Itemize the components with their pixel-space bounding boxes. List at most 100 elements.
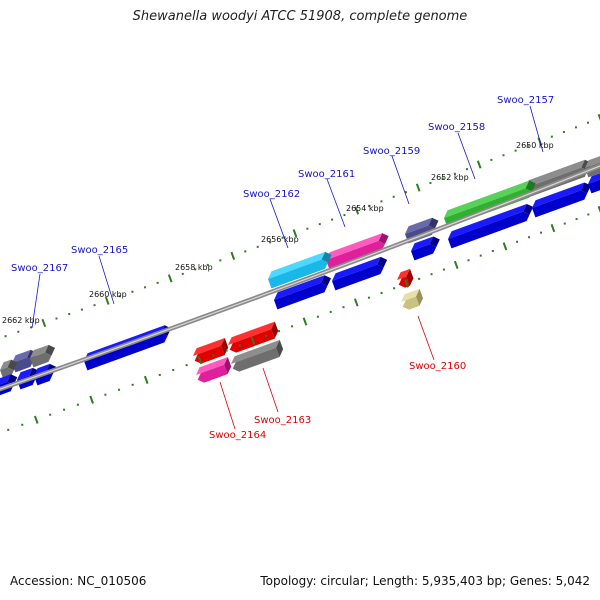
kbp-label: 2652 kbp [431, 173, 469, 182]
gene-arrow [30, 344, 56, 368]
inner-scale-dot [238, 344, 241, 347]
outer-scale-tick [354, 206, 360, 215]
inner-scale-tick [250, 336, 256, 345]
inner-scale-dot [528, 236, 531, 239]
gene-label-swoo-2164: Swoo_2164 [209, 430, 266, 441]
outer-scale-dot [586, 121, 589, 124]
gene-label-swoo-2167: Swoo_2167 [11, 263, 68, 274]
kbp-label: 2650 kbp [516, 141, 554, 150]
outer-scale-dot [550, 135, 553, 138]
outer-scale-dot [429, 181, 432, 184]
outer-scale-dot [30, 326, 33, 329]
inner-scale-dot [329, 310, 332, 313]
gene-labels: Swoo_2157 Swoo_2158 Swoo_2159 Swoo_2161 … [11, 95, 554, 441]
inner-scale-tick [197, 356, 203, 365]
inner-scale-tick [89, 395, 94, 404]
outer-scale-dot [490, 158, 493, 161]
gene-label-swoo-2158: Swoo_2158 [428, 122, 485, 133]
inner-scale-dot [7, 428, 10, 431]
inner-scale-dot [575, 218, 578, 221]
outer-scale-tick [292, 229, 298, 238]
outer-scale-dot [156, 281, 159, 284]
outer-scale-dot [118, 295, 121, 298]
outer-scale-dot [526, 144, 529, 147]
inner-scale-dot [479, 254, 482, 257]
outer-scale-dot [194, 268, 197, 271]
inner-scale-dot [21, 423, 24, 426]
outer-scale-dot [281, 236, 284, 239]
outer-scale-tick [104, 296, 110, 305]
outer-scale-dot [466, 168, 469, 171]
outer-scale-dot [68, 313, 71, 316]
inner-scale-dot [278, 330, 281, 333]
inner-scale-dot [131, 383, 134, 386]
inner-scale-dot [104, 393, 107, 396]
outer-scale-tick [230, 251, 236, 260]
outer-scale-dot [181, 272, 184, 275]
inner-scale-dot [212, 354, 215, 357]
inner-scale-dot [225, 349, 228, 352]
gene-label-swoo-2161: Swoo_2161 [298, 169, 355, 180]
inner-scale-tick [302, 317, 308, 326]
kbp-label: 2662 kbp [2, 316, 40, 325]
inner-scale-dot [380, 291, 383, 294]
outer-scale-dot [244, 250, 247, 253]
inner-scale-tick [404, 279, 409, 288]
inner-scale-tick [597, 205, 600, 215]
outer-scale-dot [219, 259, 222, 262]
inner-scale-dot [367, 296, 370, 299]
outer-scale-dot [453, 172, 456, 175]
outer-scale [4, 113, 600, 338]
inner-scale-dot [185, 364, 188, 367]
outer-scale-dot [306, 227, 309, 230]
outer-scale-dot [514, 149, 517, 152]
kbp-label: 2654 kbp [346, 204, 384, 213]
gene-swoo-2160 [401, 288, 424, 310]
gene-label-swoo-2163: Swoo_2163 [254, 415, 311, 426]
inner-scale-dot [76, 403, 79, 406]
inner-scale-dot [118, 388, 121, 391]
outer-scale-dot [404, 191, 407, 194]
accession-text: Accession: NC_010506 [10, 574, 147, 588]
inner-scale-dot [467, 259, 470, 262]
inner-scale-dot [291, 325, 294, 328]
outer-scale-dot [206, 263, 209, 266]
outer-scale-dot [80, 308, 83, 311]
genome-summary-text: Topology: circular; Length: 5,935,403 bp… [260, 574, 590, 588]
map-title: Shewanella woodyi ATCC 51908, complete g… [132, 9, 468, 24]
gene-swoo-2160-top [397, 268, 414, 288]
gene-label-swoo-2157: Swoo_2157 [497, 95, 554, 106]
outer-scale-dot [17, 330, 20, 333]
gene-swoo-2164 [196, 357, 232, 383]
inner-scale-dot [540, 231, 543, 234]
outer-scale-tick [167, 274, 173, 283]
gene-label-swoo-2160: Swoo_2160 [409, 361, 466, 372]
outer-scale-dot [368, 204, 371, 207]
inner-scale-dot [49, 413, 52, 416]
leader-lines [31, 105, 544, 430]
inner-scale-dot [342, 306, 345, 309]
inner-scale-dot [172, 369, 175, 372]
outer-scale-dot [343, 214, 346, 217]
gene-swoo-2163 [231, 339, 284, 372]
kbp-label: 2660 kbp [89, 290, 127, 299]
outer-scale-dot [256, 245, 259, 248]
gene-arrow [532, 182, 591, 218]
outer-scale-dot [93, 304, 96, 307]
kbp-label: 2658 kbp [175, 263, 213, 272]
inner-scale-dot [430, 273, 433, 276]
outer-scale-dot [380, 200, 383, 203]
gene-label-swoo-2165: Swoo_2165 [71, 245, 128, 256]
inner-scale-tick [143, 375, 149, 384]
outer-scale-dot [441, 177, 444, 180]
outer-scale-dot [331, 218, 334, 221]
outer-scale-dot [318, 223, 321, 226]
gene-swoo-2161 [326, 233, 389, 270]
gene-swoo-2162 [268, 251, 332, 289]
inner-scale-dot [563, 222, 566, 225]
inner-scale-tick [550, 223, 556, 233]
genome-backbone [0, 163, 600, 392]
inner-scale-dot [491, 249, 494, 252]
outer-scale-dot [55, 317, 58, 320]
kbp-labels: 2650 kbp 2652 kbp 2654 kbp 2656 kbp 2658… [2, 141, 554, 325]
